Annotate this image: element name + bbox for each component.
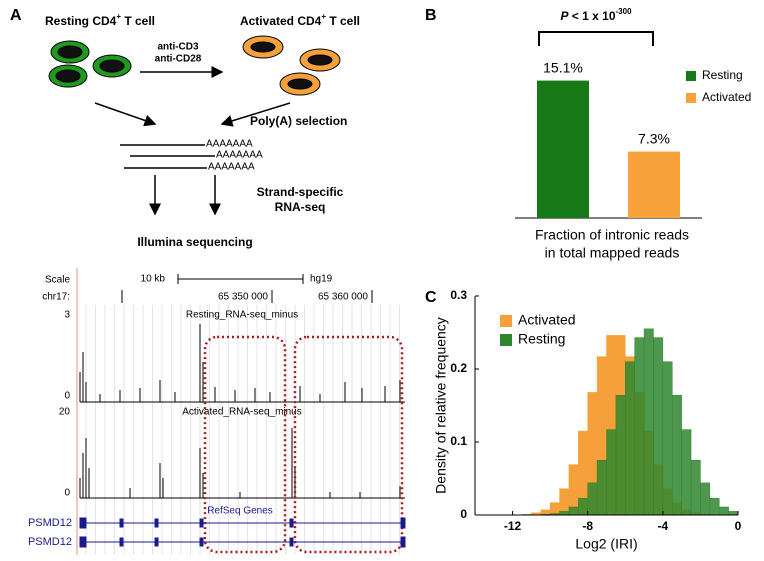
legend-label: Resting	[702, 68, 743, 82]
stimulus: anti-CD28	[155, 54, 202, 65]
y-tick-label: 0	[460, 507, 467, 521]
polya-tail: AAAAAAA	[208, 162, 255, 173]
browser-label: 65 360 000	[318, 292, 368, 303]
step: Illumina sequencing	[137, 235, 252, 249]
bar	[628, 151, 680, 218]
track-min: 0	[64, 488, 70, 499]
histogram-bar	[578, 497, 588, 516]
histogram-bar	[559, 511, 570, 516]
histogram-bar	[700, 482, 711, 516]
x-tick-label: -8	[582, 519, 593, 533]
legend-label: Activated	[518, 312, 576, 328]
step: Strand-specific	[257, 185, 344, 199]
gene-models	[79, 517, 406, 548]
x-tick-label: -4	[658, 519, 669, 533]
arrows	[94, 66, 291, 216]
track-max: 20	[59, 407, 71, 418]
histogram-bar	[625, 361, 635, 516]
browser-label: chr17:	[42, 292, 70, 303]
gene-track-title: RefSeq Genes	[207, 506, 273, 517]
activated-title: Activated CD4+ T cell	[240, 12, 360, 28]
x-axis-label: Log2 (IRI)	[575, 536, 637, 552]
step: RNA-seq	[275, 200, 326, 214]
histogram-bar	[728, 511, 739, 516]
histogram-bar	[718, 506, 729, 516]
y-axis-label: Density of relative frequency	[433, 317, 449, 494]
signal	[79, 324, 405, 499]
x-axis-label: Fraction of intronic reads	[535, 227, 689, 243]
genome-browser: Scale 10 kb hg19 chr17: 65 350 000 65 36…	[28, 268, 406, 555]
histogram-bar	[559, 488, 570, 516]
legend-swatch	[500, 334, 512, 346]
panel-label: B	[425, 7, 437, 24]
legend-swatch	[686, 93, 696, 103]
histogram-bar	[634, 337, 645, 516]
track-min: 0	[64, 391, 70, 402]
panel-label: A	[10, 7, 22, 24]
bar	[537, 80, 589, 218]
browser-label: hg19	[310, 274, 333, 285]
track-name: Resting_RNA-seq_minus	[186, 310, 298, 321]
y-tick-label: 0.1	[450, 434, 467, 448]
track-name: Activated_RNA-seq_minus	[182, 407, 302, 418]
histogram-bar	[653, 337, 664, 516]
gene-name: PSMD12	[28, 517, 72, 529]
track-max: 3	[64, 310, 70, 321]
histogram-bar	[709, 497, 720, 516]
histogram-bar	[587, 482, 598, 516]
legend-label: Resting	[518, 331, 565, 347]
activated-cells	[242, 35, 341, 96]
y-tick-label: 0.3	[450, 288, 467, 302]
panel-label: C	[425, 289, 437, 306]
browser-label: Scale	[45, 275, 70, 286]
histogram-bar	[662, 361, 673, 516]
step: Poly(A) selection	[250, 114, 347, 128]
histogram-bar	[672, 395, 682, 516]
significance-bracket	[538, 31, 654, 46]
value-label: 15.1%	[543, 59, 583, 75]
value-label: 7.3%	[638, 130, 670, 146]
histogram-bar	[690, 460, 701, 516]
resting-title: Resting CD4+ T cell	[45, 12, 155, 28]
browser-grid	[85, 305, 400, 555]
highlight-box	[293, 335, 404, 554]
histogram-bar	[568, 506, 579, 516]
legend-label: Activated	[702, 90, 751, 104]
histogram-bar	[596, 460, 607, 516]
polya-tail: AAAAAAA	[206, 139, 253, 150]
histogram-bar	[549, 502, 560, 516]
x-tick-label: -12	[504, 519, 522, 533]
histogram-bar	[606, 429, 617, 516]
legend-swatch	[500, 315, 512, 327]
histogram-bar	[643, 328, 654, 516]
x-axis-label: in total mapped reads	[545, 245, 680, 261]
polya-tail: AAAAAAA	[216, 150, 263, 161]
highlight-box	[203, 335, 287, 554]
resting-cells	[48, 40, 132, 88]
histogram-bar	[681, 429, 692, 516]
x-tick-label: 0	[735, 519, 742, 533]
stimulus: anti-CD3	[157, 42, 199, 53]
legend-swatch	[686, 71, 696, 81]
histogram-bar	[615, 395, 626, 516]
browser-label: 65 350 000	[218, 292, 268, 303]
annotation: P < 1 x 10-300	[560, 7, 632, 23]
y-tick-label: 0.2	[450, 361, 467, 375]
gene-name: PSMD12	[28, 536, 72, 548]
browser-label: 10 kb	[141, 274, 166, 285]
